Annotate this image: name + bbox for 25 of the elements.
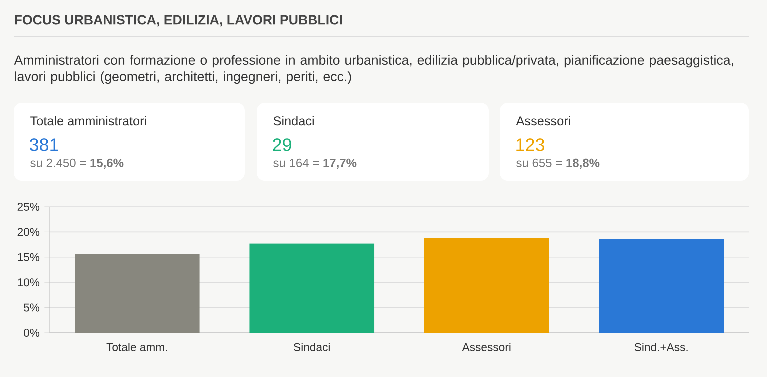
y-tick-label: 5% bbox=[24, 304, 40, 312]
x-tick-label: Assessori bbox=[462, 343, 511, 352]
text: su 164 = 17,7% bbox=[274, 158, 357, 170]
text: 29 bbox=[273, 138, 292, 152]
text: su 655 = 18,8% bbox=[516, 158, 600, 170]
text: Totale amministratori bbox=[30, 116, 146, 126]
text: FOCUS URBANISTICA, EDILIZIA, LAVORI PUBBLICI bbox=[15, 15, 342, 27]
bar bbox=[250, 244, 375, 333]
y-tick-label: 25% bbox=[18, 202, 40, 211]
bar bbox=[74, 254, 200, 333]
x-tick-label: Sindaci bbox=[294, 343, 330, 352]
text: 123 bbox=[516, 138, 545, 152]
x-tick-label: Totale amm. bbox=[106, 343, 168, 352]
text: Amministratori con formazione o professione in ambito urbanistica, edilizia pubblica/privata, pianificazione paesaggistica, lavori pubblici (geometri, architetti, ingegneri, periti, ecc.) bbox=[14, 55, 734, 84]
text: 381 bbox=[30, 138, 58, 152]
y-tick-label: 10% bbox=[18, 278, 40, 287]
y-tick-label: 15% bbox=[18, 253, 40, 262]
text: Assessori bbox=[516, 116, 570, 126]
y-tick-label: 20% bbox=[18, 228, 40, 236]
y-tick-label: 0% bbox=[24, 328, 40, 337]
bar bbox=[424, 238, 550, 333]
x-tick-label: Sind.+Ass. bbox=[634, 343, 688, 352]
text: Sindaci bbox=[274, 116, 314, 126]
text: su 2.450 = 15,6% bbox=[30, 158, 124, 170]
bar bbox=[599, 239, 724, 333]
